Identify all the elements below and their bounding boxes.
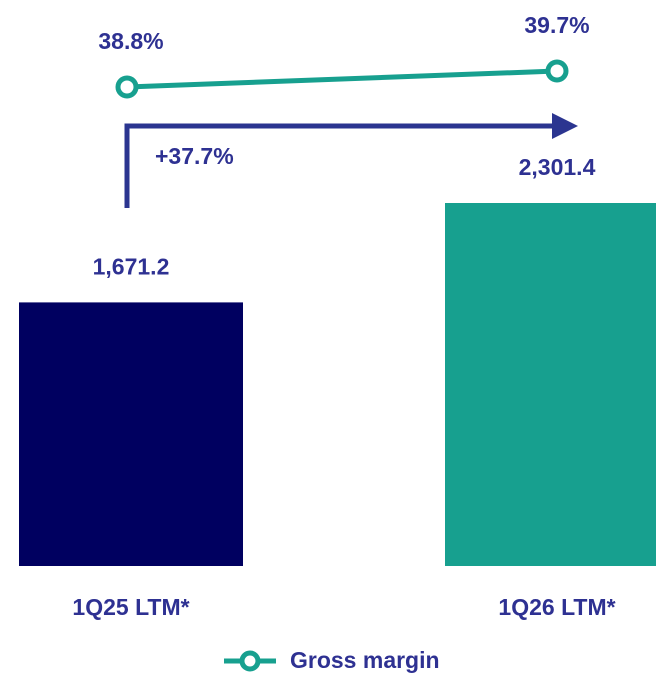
bar-value-label: 2,301.4 [519,154,596,180]
bar [19,302,243,566]
x-tick-label: 1Q26 LTM* [498,594,615,620]
margin-marker [115,75,139,99]
growth-annotation: +37.7% [155,143,234,169]
margin-line [126,68,558,90]
margin-label: 38.8% [98,28,163,54]
arrow-head [552,113,578,139]
bar-value-label: 1,671.2 [93,253,170,279]
margin-marker [545,59,569,83]
margin-label: 39.7% [524,12,589,38]
legend-marker [239,650,261,672]
bar [445,203,656,566]
legend-label: Gross margin [290,647,440,673]
growth-arrow [124,123,555,208]
x-tick-label: 1Q25 LTM* [72,594,189,620]
